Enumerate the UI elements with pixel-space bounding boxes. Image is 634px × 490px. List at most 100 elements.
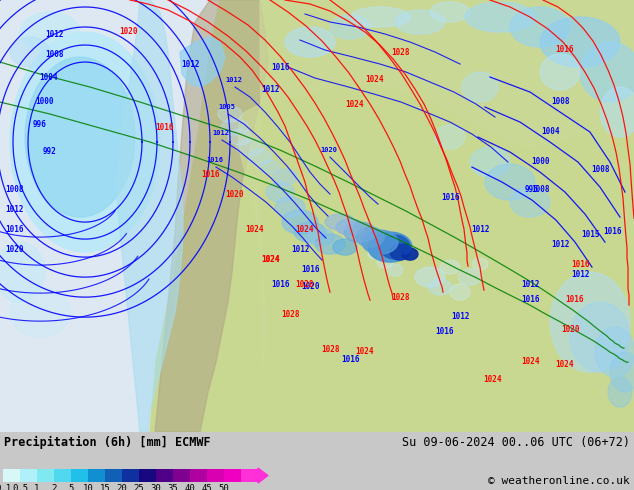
Text: 1012: 1012 bbox=[571, 270, 589, 279]
Text: 1008: 1008 bbox=[46, 50, 64, 59]
Polygon shape bbox=[238, 0, 634, 372]
Polygon shape bbox=[550, 272, 630, 372]
Polygon shape bbox=[248, 149, 272, 165]
Text: 1028: 1028 bbox=[281, 310, 299, 319]
Polygon shape bbox=[336, 219, 364, 235]
Text: 1012: 1012 bbox=[551, 240, 569, 249]
Text: Precipitation (6h) [mm] ECMWF: Precipitation (6h) [mm] ECMWF bbox=[4, 436, 210, 449]
Text: 1020: 1020 bbox=[119, 27, 137, 36]
Text: 1016: 1016 bbox=[156, 123, 174, 132]
Polygon shape bbox=[485, 164, 535, 200]
Text: 5: 5 bbox=[68, 484, 74, 490]
Text: Su 09-06-2024 00..06 UTC (06+72): Su 09-06-2024 00..06 UTC (06+72) bbox=[402, 436, 630, 449]
Polygon shape bbox=[180, 37, 225, 87]
Text: © weatheronline.co.uk: © weatheronline.co.uk bbox=[488, 476, 630, 486]
Polygon shape bbox=[344, 222, 376, 242]
Text: 1016: 1016 bbox=[556, 45, 574, 54]
Polygon shape bbox=[10, 32, 160, 252]
Polygon shape bbox=[20, 12, 80, 52]
Text: 1020: 1020 bbox=[226, 190, 244, 199]
Polygon shape bbox=[282, 210, 318, 234]
Polygon shape bbox=[362, 230, 398, 254]
Text: 1012: 1012 bbox=[6, 205, 24, 214]
Text: 1016: 1016 bbox=[436, 327, 454, 336]
Polygon shape bbox=[608, 377, 632, 407]
Polygon shape bbox=[580, 42, 634, 102]
Bar bbox=[241, 469, 258, 482]
Text: 1016: 1016 bbox=[571, 260, 589, 269]
Text: 1016: 1016 bbox=[566, 295, 585, 304]
Polygon shape bbox=[275, 197, 305, 217]
Text: 1016: 1016 bbox=[521, 295, 540, 304]
Bar bbox=[190, 469, 207, 482]
Bar bbox=[37, 469, 54, 482]
Text: 45: 45 bbox=[202, 484, 212, 490]
Text: 1024: 1024 bbox=[356, 347, 374, 356]
Text: 1016: 1016 bbox=[271, 63, 289, 72]
Text: 1008: 1008 bbox=[6, 185, 24, 194]
Text: 1016: 1016 bbox=[201, 170, 219, 179]
Text: 1016: 1016 bbox=[441, 193, 459, 202]
Polygon shape bbox=[390, 244, 410, 260]
Polygon shape bbox=[540, 17, 620, 67]
Polygon shape bbox=[402, 248, 418, 260]
Text: 1024: 1024 bbox=[556, 360, 574, 369]
Text: 1028: 1028 bbox=[391, 293, 410, 302]
Text: 1012: 1012 bbox=[291, 245, 309, 254]
Polygon shape bbox=[450, 284, 470, 300]
Bar bbox=[20, 469, 37, 482]
Polygon shape bbox=[294, 222, 326, 242]
Polygon shape bbox=[435, 125, 465, 149]
Polygon shape bbox=[399, 244, 411, 254]
Polygon shape bbox=[117, 0, 183, 432]
Text: 25: 25 bbox=[134, 484, 145, 490]
Polygon shape bbox=[10, 287, 70, 337]
Polygon shape bbox=[333, 239, 357, 255]
FancyArrow shape bbox=[258, 468, 268, 483]
Polygon shape bbox=[380, 235, 410, 259]
Polygon shape bbox=[218, 106, 242, 122]
Bar bbox=[207, 469, 224, 482]
Text: 1012: 1012 bbox=[451, 312, 469, 321]
Text: 1012: 1012 bbox=[471, 225, 489, 234]
Polygon shape bbox=[266, 182, 294, 202]
Polygon shape bbox=[510, 7, 570, 47]
Text: 1008: 1008 bbox=[591, 165, 609, 174]
Text: 1012: 1012 bbox=[261, 85, 279, 94]
Polygon shape bbox=[150, 0, 634, 432]
Text: 30: 30 bbox=[151, 484, 162, 490]
Text: 1012: 1012 bbox=[181, 60, 199, 69]
Text: 20: 20 bbox=[117, 484, 127, 490]
Bar bbox=[88, 469, 105, 482]
Polygon shape bbox=[236, 139, 264, 155]
Polygon shape bbox=[387, 264, 403, 276]
Text: 2: 2 bbox=[51, 484, 56, 490]
Polygon shape bbox=[395, 10, 445, 34]
Text: 1024: 1024 bbox=[295, 225, 314, 234]
Text: 1004: 1004 bbox=[541, 127, 559, 136]
Text: 1024: 1024 bbox=[246, 225, 264, 234]
Text: 1005: 1005 bbox=[218, 104, 235, 110]
Polygon shape bbox=[0, 242, 45, 302]
Text: 1012: 1012 bbox=[521, 280, 540, 289]
Polygon shape bbox=[610, 352, 634, 392]
Text: 1000: 1000 bbox=[531, 157, 549, 166]
Polygon shape bbox=[430, 2, 470, 22]
Text: 40: 40 bbox=[184, 484, 195, 490]
Polygon shape bbox=[325, 214, 355, 230]
Text: 1016: 1016 bbox=[301, 265, 320, 274]
Polygon shape bbox=[368, 232, 412, 262]
Polygon shape bbox=[273, 169, 297, 185]
Polygon shape bbox=[368, 249, 382, 259]
Text: 992: 992 bbox=[43, 147, 57, 156]
Text: 1024: 1024 bbox=[261, 255, 279, 264]
Text: 1016: 1016 bbox=[271, 280, 289, 289]
Text: 1016: 1016 bbox=[340, 355, 359, 364]
Polygon shape bbox=[415, 267, 445, 287]
Text: 1015: 1015 bbox=[581, 230, 599, 239]
Text: 1008: 1008 bbox=[551, 97, 569, 106]
Text: 996: 996 bbox=[33, 120, 47, 129]
Polygon shape bbox=[356, 227, 384, 247]
Text: 1016: 1016 bbox=[6, 225, 24, 234]
Polygon shape bbox=[306, 228, 334, 246]
